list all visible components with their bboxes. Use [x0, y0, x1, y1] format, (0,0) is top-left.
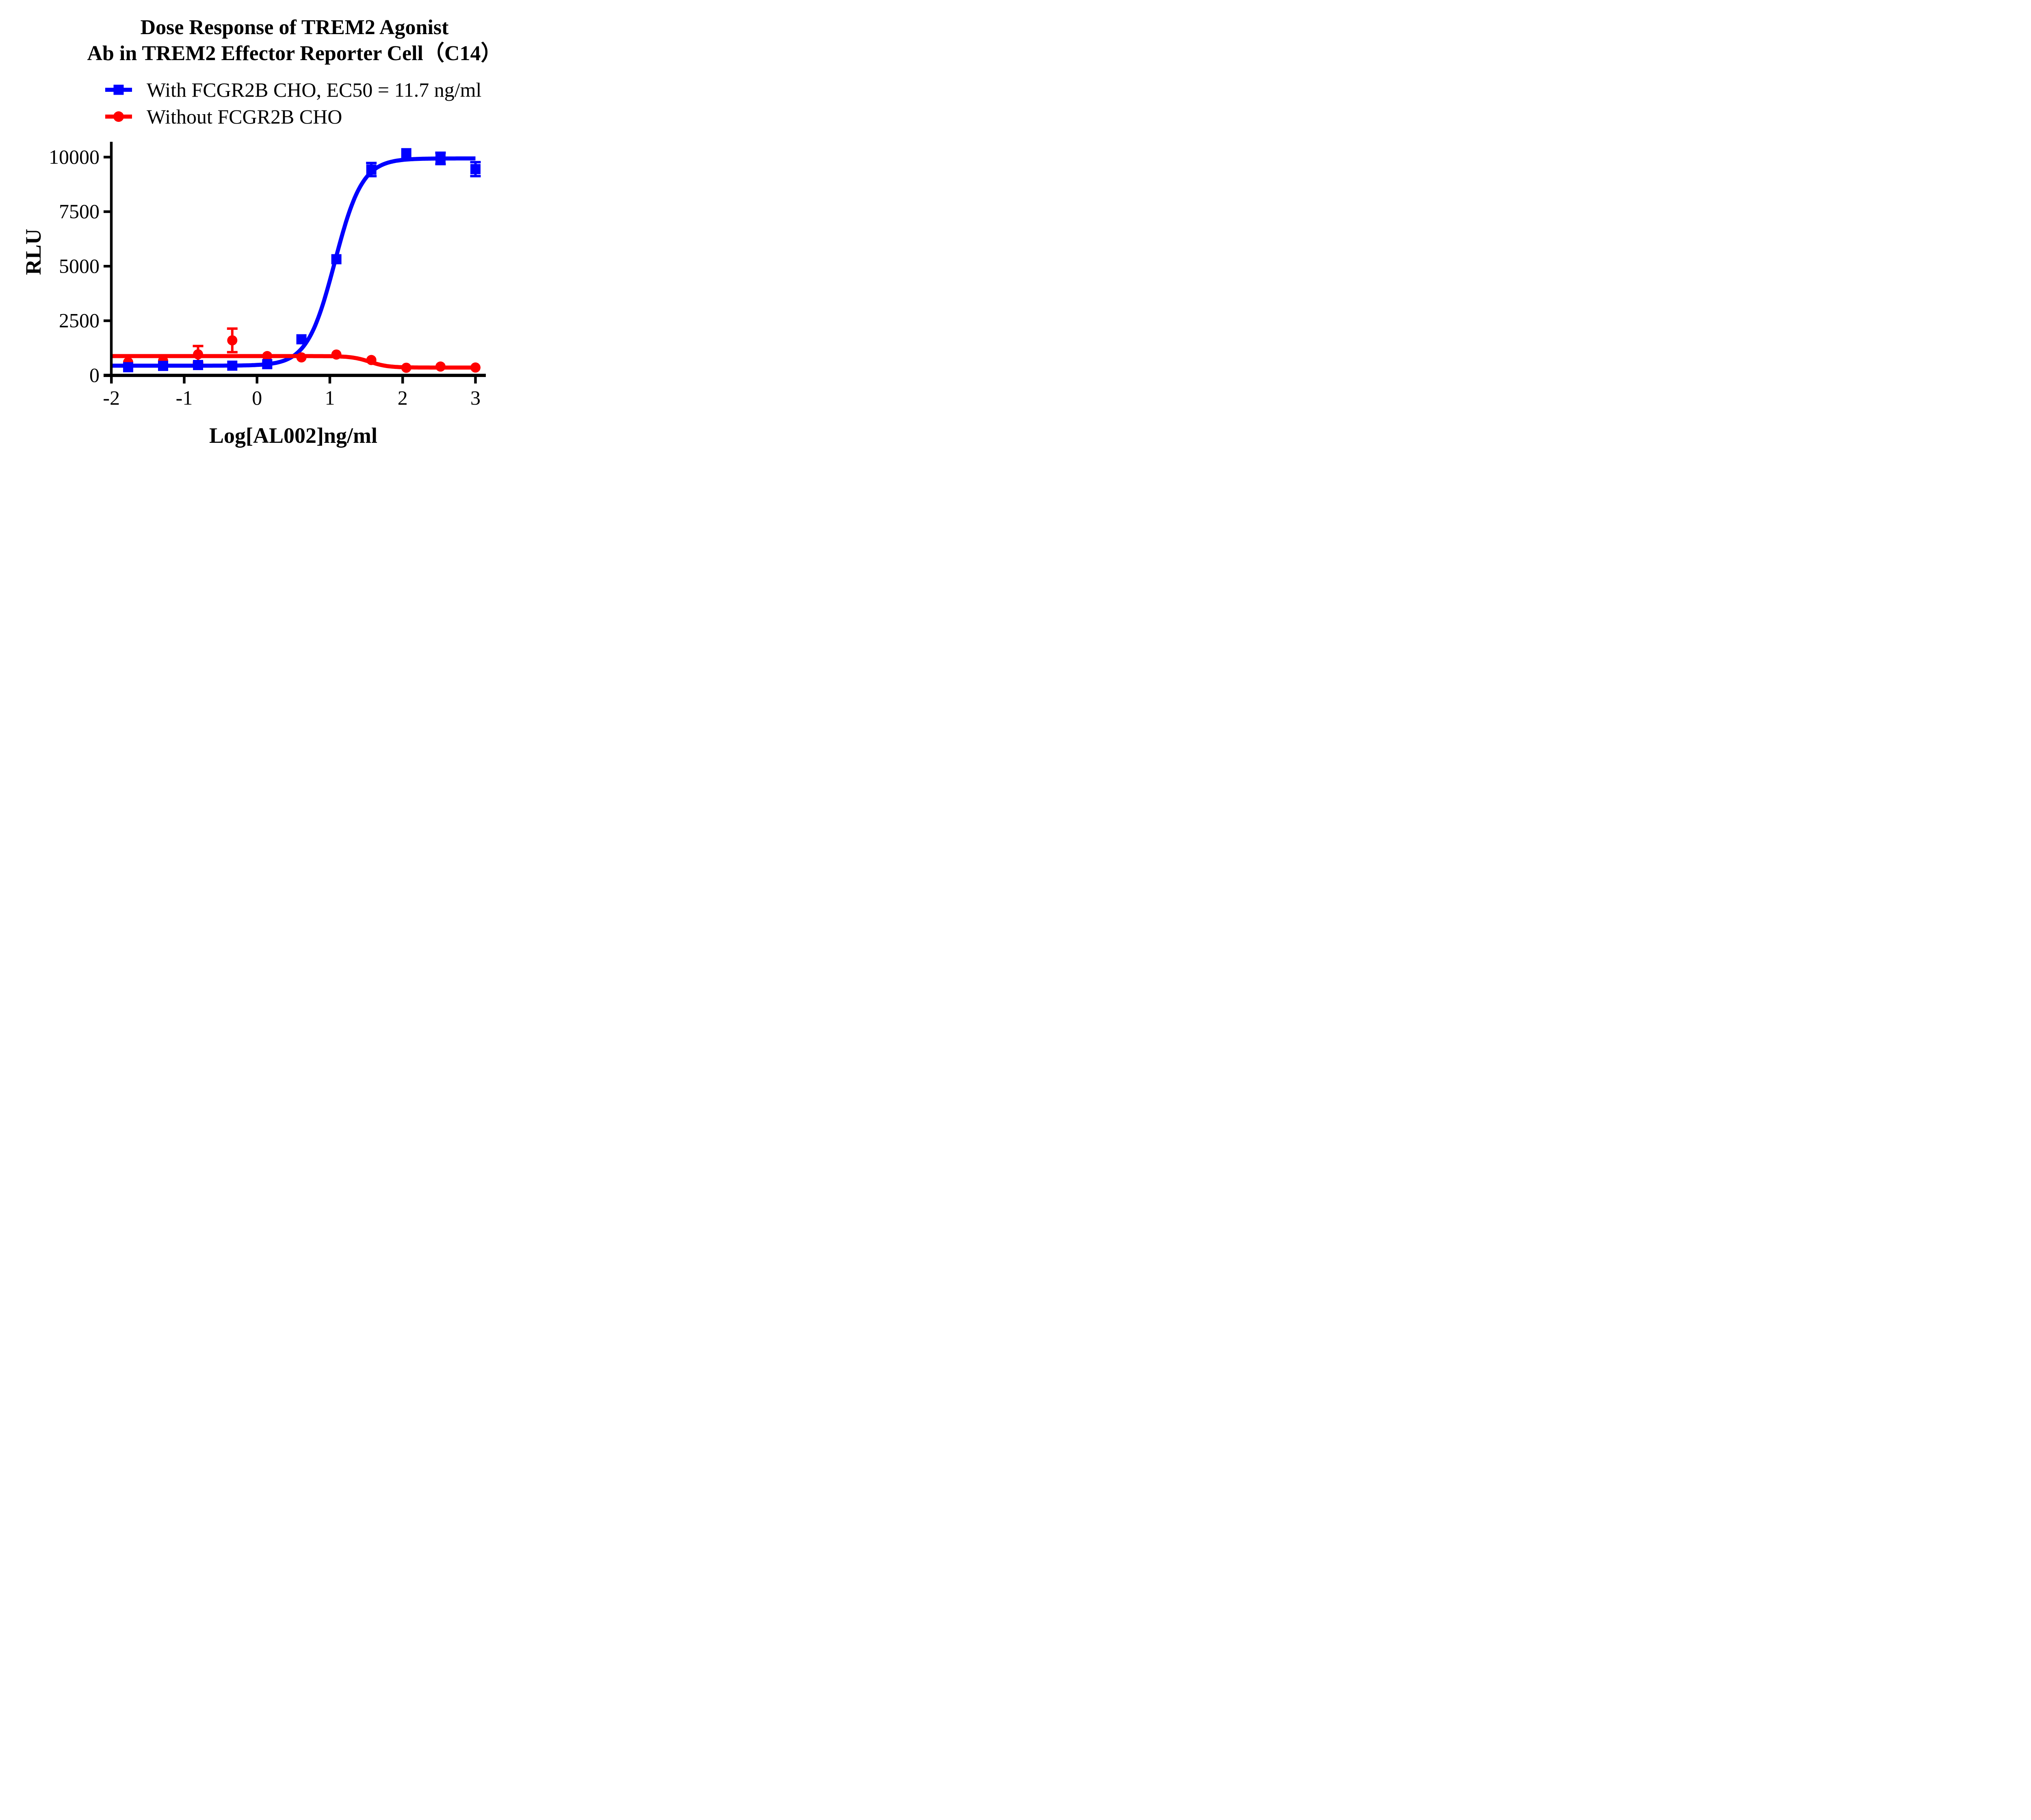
data-point-square: [296, 334, 307, 344]
data-point-circle: [366, 355, 377, 365]
legend-item-with-fcgr2b: With FCGR2B CHO, EC50 = 11.7 ng/ml: [105, 76, 481, 103]
data-point-circle: [296, 352, 307, 363]
data-point-square: [366, 164, 377, 175]
data-point-circle: [470, 362, 481, 373]
dose-response-chart: Dose Response of TREM2 Agonist Ab in TRE…: [0, 0, 529, 455]
data-point-circle: [262, 351, 273, 361]
y-tick-label: 5000: [59, 254, 100, 277]
data-point-square: [123, 362, 133, 373]
data-point-circle: [193, 349, 204, 360]
y-tick-label: 10000: [49, 145, 100, 168]
y-axis-title: RLU: [21, 229, 45, 275]
data-point-circle: [435, 361, 446, 372]
data-point-square: [193, 360, 204, 370]
data-points-layer: [123, 148, 481, 373]
data-point-circle: [401, 362, 411, 373]
red-circle-marker-icon: [105, 111, 132, 122]
data-point-square: [227, 360, 238, 371]
fit-curve-without-fcgr2b: [111, 354, 476, 370]
legend-label-with-fcgr2b: With FCGR2B CHO, EC50 = 11.7 ng/ml: [147, 78, 482, 101]
data-point-circle: [227, 335, 238, 346]
y-tick-label: 0: [89, 364, 100, 386]
x-tick-label: 2: [398, 386, 408, 409]
x-tick-label: 0: [252, 386, 262, 409]
y-tick-label: 2500: [59, 309, 100, 332]
plot-area: 0 2500 5000 7500 10000 -2 -1 0 1 2 3 Log[AL002]ng/…: [21, 142, 486, 448]
blue-square-marker-icon: [105, 84, 132, 95]
chart-title: Dose Response of TREM2 Agonist Ab in TRE…: [61, 15, 528, 67]
chart-title-line1: Dose Response of TREM2 Agonist: [140, 16, 449, 39]
data-point-square: [470, 164, 481, 174]
data-point-square: [401, 148, 411, 158]
data-point-square: [158, 361, 169, 371]
data-point-square: [331, 254, 342, 264]
x-tick-label: -2: [103, 386, 120, 409]
x-tick-label: -1: [176, 386, 193, 409]
axes-layer: [104, 142, 486, 384]
legend-label-without-fcgr2b: Without FCGR2B CHO: [147, 105, 342, 128]
x-tick-label: 3: [470, 386, 481, 409]
data-point-square: [262, 359, 273, 369]
legend-item-without-fcgr2b: Without FCGR2B CHO: [105, 103, 481, 130]
chart-legend: With FCGR2B CHO, EC50 = 11.7 ng/ml Witho…: [105, 76, 481, 130]
tick-labels-layer: 0 2500 5000 7500 10000 -2 -1 0 1 2 3: [49, 145, 481, 409]
data-point-circle: [331, 349, 342, 360]
x-tick-label: 1: [325, 386, 335, 409]
fit-curve-with-fcgr2b: [111, 156, 476, 368]
data-point-square: [435, 153, 446, 164]
curves-layer: [111, 156, 476, 370]
x-axis-title: Log[AL002]ng/ml: [209, 423, 377, 448]
y-tick-label: 7500: [59, 200, 100, 223]
chart-title-line2: Ab in TREM2 Effector Reporter Cell（C14）: [87, 42, 502, 65]
